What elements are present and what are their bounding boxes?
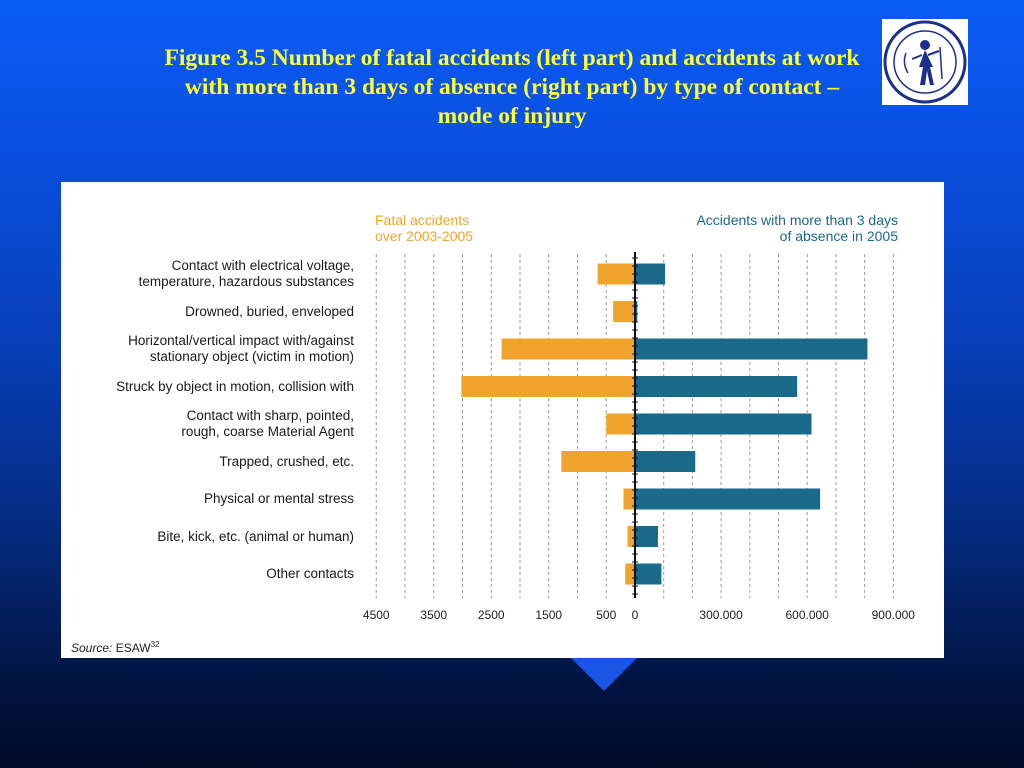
bar-absence <box>635 526 658 547</box>
legend-fatal-line-2: over 2003-2005 <box>375 228 474 244</box>
university-seal-icon <box>882 19 968 105</box>
bar-fatal <box>461 376 635 397</box>
bar-absence <box>635 413 812 435</box>
legend-fatal-line-1: Fatal accidents <box>375 212 470 228</box>
category-label-line: rough, coarse Material Agent <box>181 424 354 439</box>
bar-absence <box>635 488 821 510</box>
legend-absence-line-1: Accidents with more than 3 days <box>696 212 898 228</box>
tick-label-left: 1500 <box>535 608 562 622</box>
bar-absence <box>635 263 666 285</box>
tick-label-left: 4500 <box>363 608 390 622</box>
tick-label-left: 500 <box>596 608 616 622</box>
category-label-line: stationary object (victim in motion) <box>149 349 354 364</box>
bar-absence <box>635 338 868 360</box>
chart-source: Source: ESAW32 <box>71 640 160 655</box>
bar-fatal <box>613 301 635 322</box>
category-label-line: Struck by object in motion, collision wi… <box>116 378 354 394</box>
category-label: Struck by object in motion, collision wi… <box>54 379 354 395</box>
category-label: Bite, kick, etc. (animal or human) <box>54 529 354 545</box>
bar-fatal <box>625 563 635 585</box>
bar-absence <box>635 301 638 322</box>
source-text: ESAW <box>115 641 151 655</box>
legend-fatal: Fatal accidents over 2003-2005 <box>375 212 575 244</box>
category-label: Physical or mental stress <box>54 491 354 507</box>
legend-absence-line-2: of absence in 2005 <box>779 228 898 244</box>
category-label-line: Bite, kick, etc. (animal or human) <box>157 528 354 544</box>
bar-fatal <box>627 526 635 547</box>
pointer-decoration <box>570 657 638 691</box>
category-label-line: Drowned, buried, enveloped <box>185 303 354 319</box>
tick-label-left: 2500 <box>478 608 505 622</box>
tick-label-right: 600.000 <box>786 608 830 622</box>
bar-fatal <box>597 263 635 285</box>
bar-fatal <box>561 451 635 472</box>
source-superscript: 32 <box>150 640 160 649</box>
category-label: Trapped, crushed, etc. <box>54 454 354 470</box>
category-label: Other contacts <box>54 566 354 582</box>
bar-fatal <box>606 413 635 435</box>
category-label-line: Trapped, crushed, etc. <box>219 453 354 469</box>
title-line-1: Figure 3.5 Number of fatal accidents (le… <box>164 45 860 71</box>
legend-absence: Accidents with more than 3 days of absen… <box>598 212 898 244</box>
tick-label-left: 0 <box>632 608 639 622</box>
title-line-2: with more than 3 days of absence (right … <box>184 74 840 100</box>
tick-label-left: 3500 <box>420 608 447 622</box>
bar-fatal <box>501 338 635 360</box>
bar-absence <box>635 451 696 472</box>
category-label-line: Horizontal/vertical impact with/against <box>128 333 354 348</box>
category-label: Contact with sharp, pointed, rough, coars… <box>54 408 354 440</box>
category-label-line: Physical or mental stress <box>203 491 354 506</box>
category-label-line: Contact with electrical voltage, <box>171 258 354 273</box>
bar-fatal <box>623 488 635 510</box>
chart-svg: 4500 3500 2500 1500 500 0 300.000 600.000 900.00… <box>363 252 916 622</box>
tick-label-right: 900.000 <box>872 608 916 622</box>
slide-title: Figure 3.5 Number of fatal accidents (le… <box>60 44 964 131</box>
category-label-line: temperature, hazardous substances <box>138 274 354 289</box>
chart-panel: 4500 3500 2500 1500 500 0 300.000 600.000 900.00… <box>61 182 944 658</box>
category-label-line: Other contacts <box>266 566 354 581</box>
tick-label-right: 300.000 <box>699 608 743 622</box>
category-label: Drowned, buried, enveloped <box>54 304 354 320</box>
title-line-3: mode of injury <box>437 103 587 129</box>
bar-absence <box>635 563 662 585</box>
category-label: Contact with electrical voltage, temperat… <box>54 258 354 290</box>
category-label-line: Contact with sharp, pointed, <box>186 408 354 423</box>
source-label: Source: <box>71 641 113 655</box>
bar-absence <box>635 376 798 397</box>
category-label: Horizontal/vertical impact with/against s… <box>54 333 354 365</box>
